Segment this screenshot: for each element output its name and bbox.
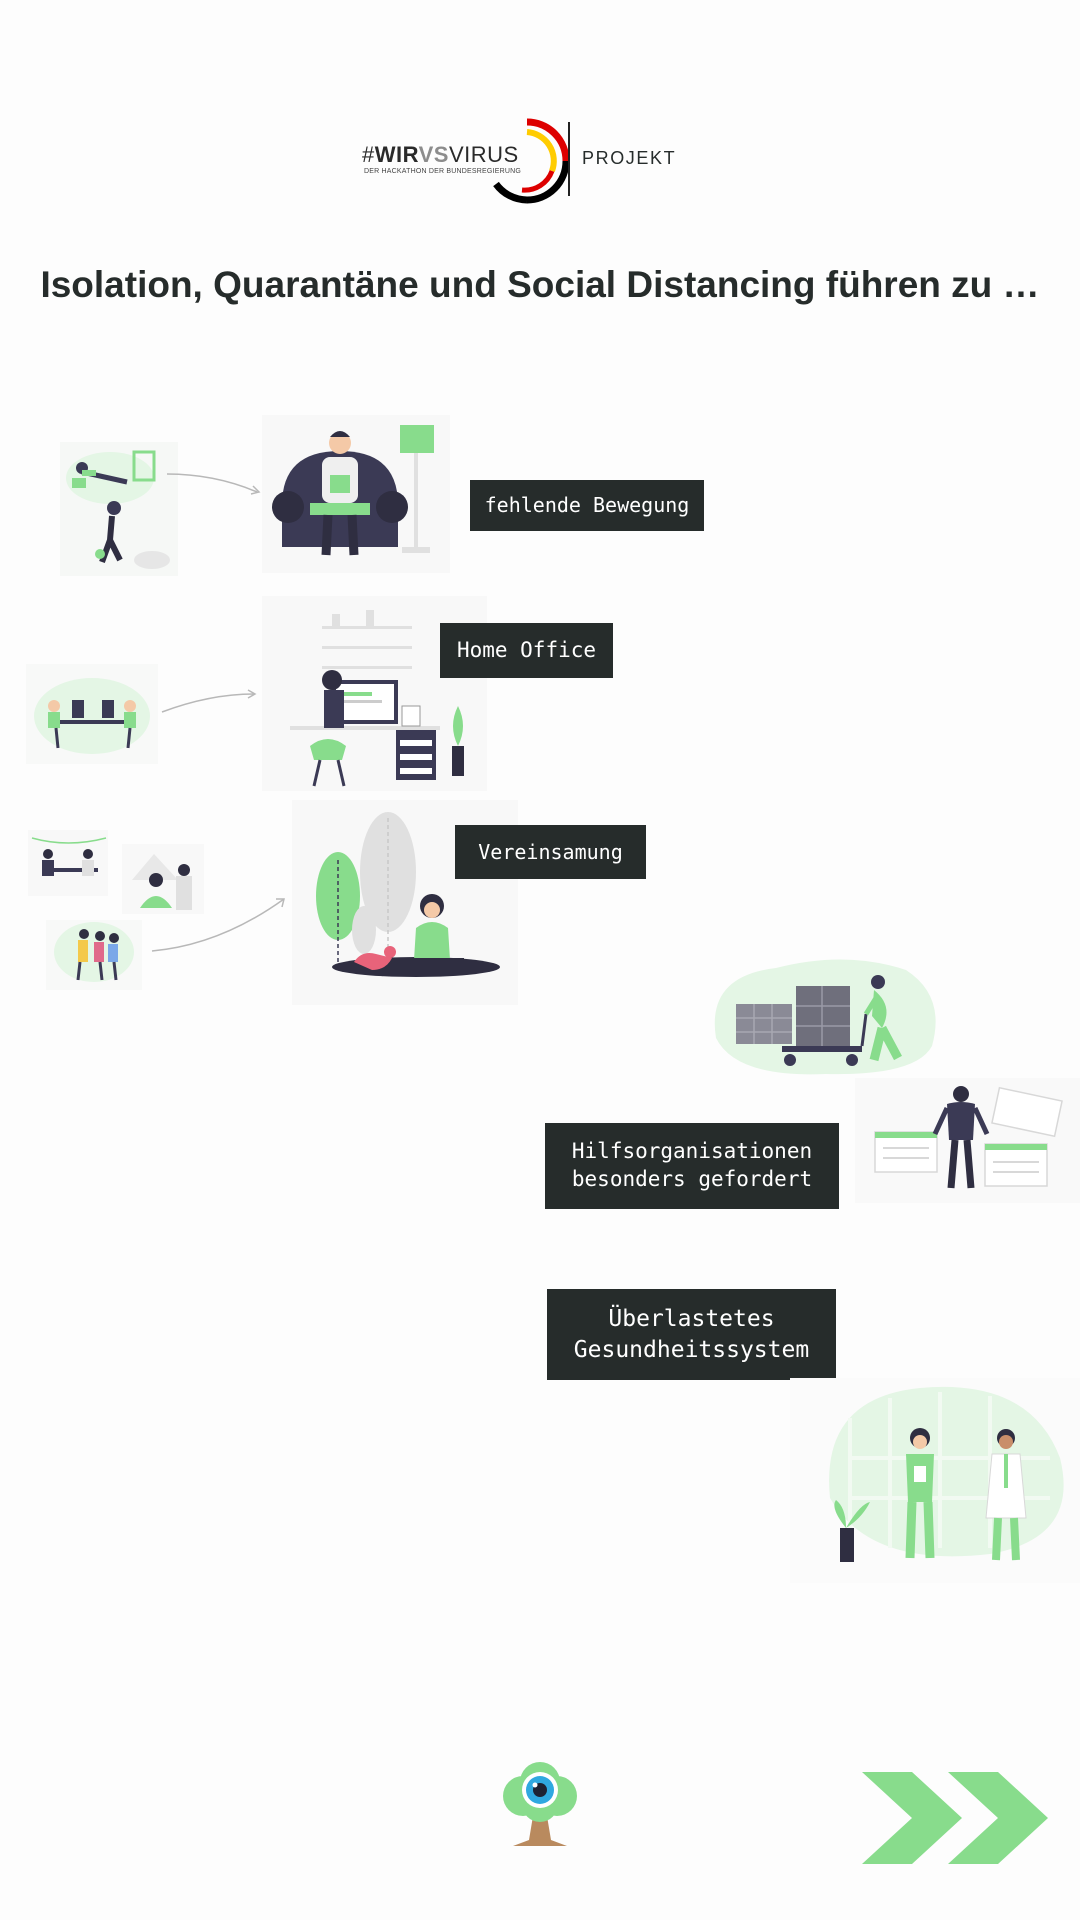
loneliness-illustration (292, 800, 518, 1005)
office-illustration (26, 664, 158, 764)
tree-eye-icon (503, 1762, 577, 1846)
logo-separator (568, 122, 570, 196)
label-hilfsorganisationen: Hilfsorganisationen besonders gefordert (545, 1123, 839, 1209)
label-ueberlastetes-gesundheitssystem: Überlastetes Gesundheitssystem (547, 1289, 836, 1380)
wirvsvirus-logo: #WIRVSVIRUS DER HACKATHON DER BUNDESREGI… (362, 112, 682, 208)
arrow-connector (166, 473, 261, 495)
logo-subtitle: DER HACKATHON DER BUNDESREGIERUNG (364, 168, 521, 175)
delivery-illustration (714, 959, 936, 1075)
label-vereinsamung: Vereinsamung (455, 825, 646, 879)
exercise-illustration (60, 442, 178, 576)
arrow-connector (161, 689, 257, 713)
social-group-illustration (28, 830, 204, 990)
label-fehlende-bewegung: fehlende Bewegung (470, 480, 704, 531)
documents-illustration (855, 1078, 1080, 1203)
double-chevron-right-icon[interactable] (862, 1772, 1052, 1864)
label-home-office: Home Office (440, 623, 613, 678)
logo-projekt: PROJEKT (582, 148, 677, 168)
logo-wordmark: #WIRVSVIRUS (362, 142, 519, 167)
logo-ring-icon (493, 118, 570, 204)
healthcare-illustration (790, 1378, 1080, 1583)
armchair-illustration (262, 415, 450, 573)
page-headline: Isolation, Quarantäne und Social Distanc… (40, 264, 1040, 305)
arrow-connector (151, 898, 285, 952)
